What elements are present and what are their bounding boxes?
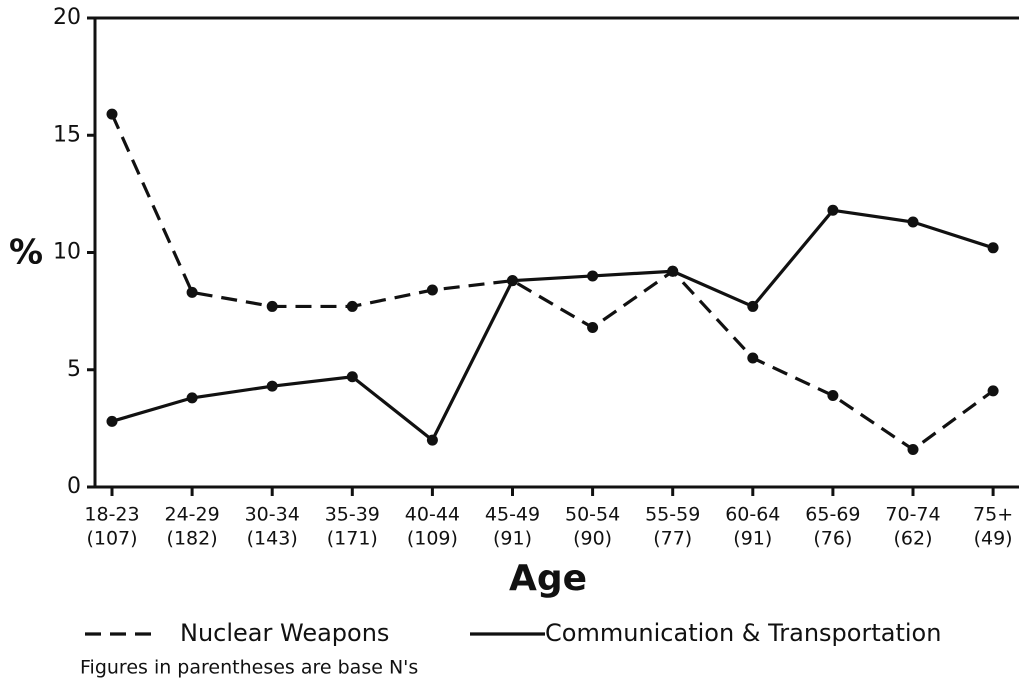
data-point [827,390,839,402]
y-tick-label: 5 [67,357,81,382]
x-tick-label: 50-54 [565,504,620,526]
y-tick-label: 15 [53,122,81,147]
data-point [186,392,198,404]
x-tick-note: (90) [573,528,612,550]
x-tick-note: (76) [813,528,852,550]
data-point [186,286,198,298]
data-point [266,380,278,392]
data-point [747,352,759,364]
data-point [507,275,518,287]
x-tick-label: 24-29 [164,504,219,526]
data-point [907,216,919,228]
data-point [587,270,599,282]
y-tick-label: 10 [53,240,81,265]
footnote: Figures in parentheses are base N's [80,657,418,679]
x-tick-note: (91) [733,528,772,550]
x-tick-note: (182) [167,528,218,550]
x-tick-note: (49) [974,528,1013,550]
data-point [827,204,839,216]
x-tick-note: (107) [86,528,137,550]
y-tick-label: 0 [67,474,81,499]
data-point [426,434,438,446]
x-tick-label: 70-74 [885,504,940,526]
x-tick-label: 55-59 [645,504,700,526]
x-tick-label: 45-49 [485,504,540,526]
legend-label: Communication & Transportation [545,619,941,647]
data-point [907,443,919,455]
x-tick-note: (109) [407,528,458,550]
x-tick-label: 18-23 [84,504,139,526]
y-tick-label: 20 [53,5,81,30]
data-point [587,322,599,334]
y-axis-label: % [9,233,43,273]
data-point [987,385,999,397]
series-line [110,113,995,452]
x-tick-note: (143) [247,528,298,550]
data-point [346,371,358,383]
x-tick-label: 75+ [973,504,1013,526]
x-tick-note: (62) [893,528,932,550]
data-point [987,242,999,254]
data-point [106,415,118,427]
x-axis-label: Age [509,558,587,599]
series-line [111,208,994,443]
data-point [667,265,679,277]
data-point [747,300,759,312]
x-tick-label: 40-44 [405,504,460,526]
x-tick-label: 65-69 [805,504,860,526]
x-tick-label: 60-64 [725,504,780,526]
x-tick-note: (91) [493,528,532,550]
x-tick-note: (77) [653,528,692,550]
x-tick-note: (171) [327,528,378,550]
data-point [266,300,278,312]
data-point [106,108,118,120]
x-tick-label: 35-39 [325,504,380,526]
data-point [426,284,438,296]
data-point [346,300,358,312]
legend-label: Nuclear Weapons [180,619,389,647]
x-tick-label: 30-34 [245,504,300,526]
